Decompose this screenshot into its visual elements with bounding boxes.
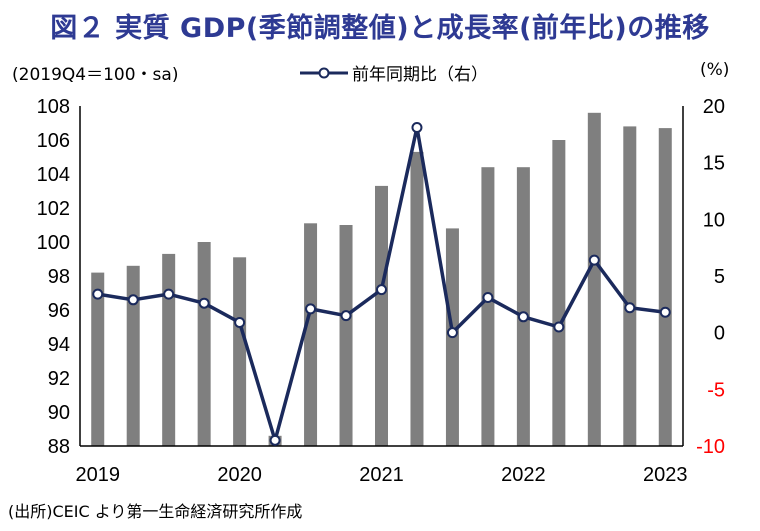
line-point bbox=[446, 327, 458, 339]
left-tick-label: 94 bbox=[48, 334, 70, 356]
legend: 前年同期比（右） bbox=[300, 60, 488, 85]
right-tick-label: 15 bbox=[703, 153, 725, 175]
x-tick-label: 2023 bbox=[643, 464, 688, 486]
bar bbox=[162, 253, 176, 446]
left-tick-label: 88 bbox=[48, 436, 70, 458]
line-point bbox=[340, 310, 352, 322]
bar bbox=[552, 140, 566, 446]
left-tick-label: 90 bbox=[48, 402, 70, 424]
bar bbox=[481, 167, 495, 446]
line-point bbox=[234, 316, 246, 328]
left-tick-label: 102 bbox=[37, 198, 70, 220]
source-note: (出所)CEIC より第一生命経済研究所作成 bbox=[8, 502, 303, 521]
line-point bbox=[376, 284, 387, 296]
right-tick-label: 5 bbox=[714, 266, 725, 288]
line-point bbox=[92, 288, 104, 300]
right-tick-label: -5 bbox=[707, 379, 725, 401]
right-axis-unit: (%) bbox=[700, 60, 730, 80]
bar bbox=[375, 185, 388, 446]
line-point bbox=[163, 288, 175, 300]
left-tick-label: 106 bbox=[37, 130, 70, 152]
right-tick-label: 20 bbox=[703, 96, 725, 118]
right-tick-label: 10 bbox=[703, 209, 725, 231]
bar bbox=[516, 167, 530, 446]
bar bbox=[658, 128, 672, 446]
legend-label: 前年同期比（右） bbox=[352, 65, 488, 85]
x-tick-label: 2020 bbox=[217, 464, 262, 486]
line-point bbox=[482, 292, 494, 304]
x-tick-label: 2022 bbox=[501, 464, 546, 486]
bar bbox=[304, 223, 318, 446]
line-point bbox=[588, 254, 600, 266]
left-axis-unit: (2019Q4＝100・sa) bbox=[12, 65, 179, 85]
line-point bbox=[198, 297, 210, 309]
right-tick-label: 0 bbox=[714, 323, 725, 345]
bar bbox=[623, 126, 637, 447]
line-point bbox=[517, 311, 529, 323]
chart-title: 図２ 実質 GDP(季節調整値)と成長率(前年比)の推移 bbox=[50, 13, 710, 44]
line-point bbox=[659, 306, 671, 318]
bar bbox=[91, 272, 105, 446]
x-tick-label: 2021 bbox=[359, 464, 404, 486]
bar bbox=[233, 257, 247, 446]
bar bbox=[339, 225, 353, 446]
line-point bbox=[127, 294, 139, 306]
line-point bbox=[624, 302, 636, 314]
left-tick-label: 108 bbox=[37, 96, 70, 118]
left-tick-label: 96 bbox=[48, 300, 70, 322]
bar bbox=[587, 112, 601, 447]
left-tick-label: 100 bbox=[37, 232, 70, 254]
legend-line-marker-icon bbox=[300, 67, 348, 78]
line-point bbox=[269, 434, 281, 446]
right-tick-label: -10 bbox=[696, 436, 725, 458]
bar bbox=[197, 242, 211, 446]
bar bbox=[410, 151, 424, 446]
left-tick-label: 98 bbox=[48, 266, 70, 288]
bar bbox=[126, 265, 140, 446]
left-tick-label: 104 bbox=[37, 164, 70, 186]
line-point bbox=[553, 321, 565, 333]
line-point bbox=[305, 303, 317, 315]
left-tick-label: 92 bbox=[48, 368, 70, 390]
line-point bbox=[411, 122, 423, 134]
x-tick-label: 2019 bbox=[75, 464, 120, 486]
